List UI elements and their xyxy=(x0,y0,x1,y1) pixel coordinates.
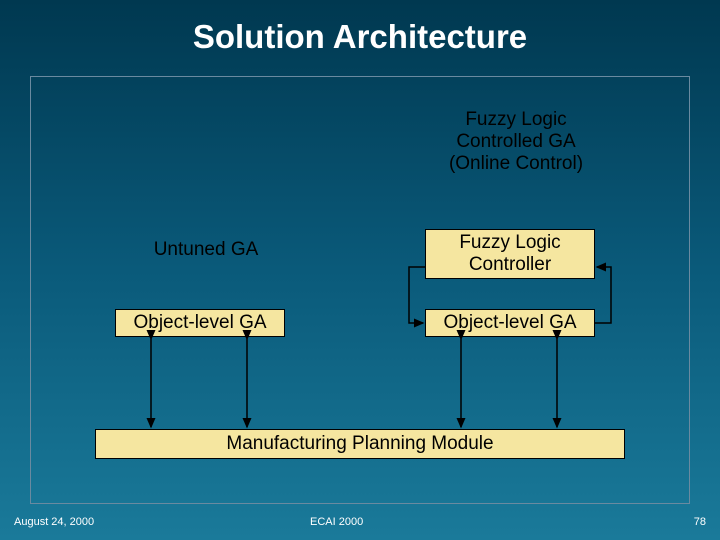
footer-date: August 24, 2000 xyxy=(14,516,94,528)
object-ga-right-box: Object-level GA xyxy=(425,309,595,337)
footer-page-number: 78 xyxy=(694,516,706,528)
left-column-header: Untuned GA xyxy=(121,239,291,261)
arrow-fuzzy-to-object xyxy=(409,267,425,323)
slide-footer: August 24, 2000 ECAI 2000 78 xyxy=(0,516,720,534)
object-ga-left-box: Object-level GA xyxy=(115,309,285,337)
fuzzy-controller-box: Fuzzy Logic Controller xyxy=(425,229,595,279)
arrow-object-to-fuzzy xyxy=(595,267,611,323)
diagram-container: Fuzzy Logic Controlled GA (Online Contro… xyxy=(30,76,690,504)
slide-title: Solution Architecture xyxy=(0,18,720,56)
manufacturing-module-box: Manufacturing Planning Module xyxy=(95,429,625,459)
footer-conference: ECAI 2000 xyxy=(310,516,363,528)
right-column-header: Fuzzy Logic Controlled GA (Online Contro… xyxy=(411,109,621,175)
